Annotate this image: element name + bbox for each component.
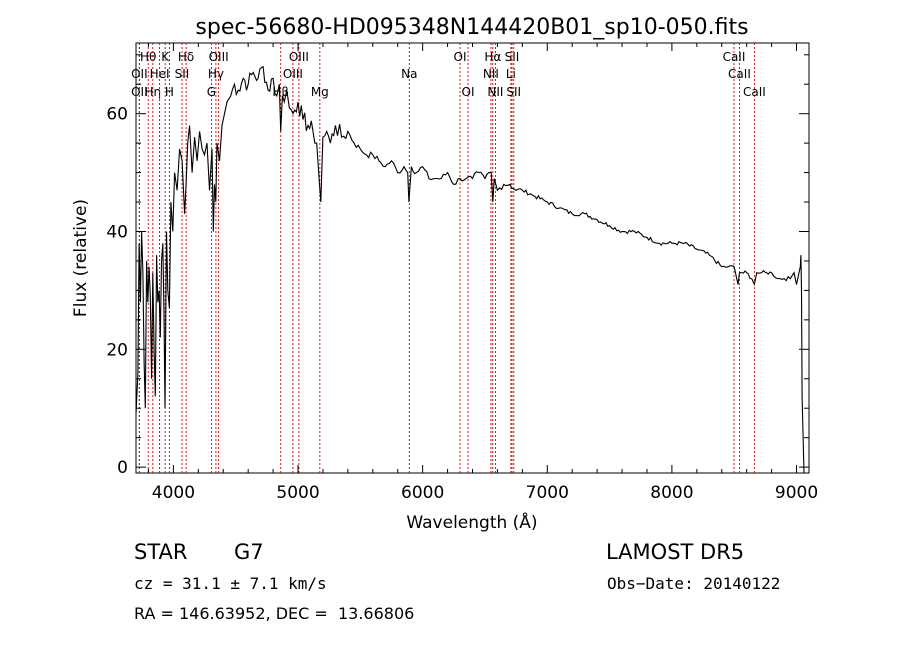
line-marker-label: Hγ bbox=[208, 67, 224, 81]
object-type: STAR bbox=[134, 540, 188, 564]
x-tick-label: 8000 bbox=[650, 483, 693, 503]
line-marker-label: SII bbox=[506, 85, 521, 99]
x-tick-label: 5000 bbox=[276, 483, 319, 503]
x-axis-label: Wavelength (Å) bbox=[406, 511, 537, 533]
observation-date: Obs−Date: 20140122 bbox=[607, 574, 781, 593]
line-marker-label: CaII bbox=[723, 50, 746, 64]
y-tick-label: 0 bbox=[117, 458, 128, 478]
line-marker-label: Hδ bbox=[178, 50, 194, 64]
line-marker-label: OII bbox=[131, 85, 148, 99]
line-marker-label: NII bbox=[487, 85, 503, 99]
axis-ticks: 4000 5000 6000 7000 8000 9000 0 20 40 60 bbox=[106, 43, 818, 503]
spectrum-line bbox=[135, 65, 805, 474]
survey-name: LAMOST DR5 bbox=[606, 540, 745, 564]
line-marker-label: OI bbox=[454, 50, 467, 64]
line-marker-label: NII bbox=[483, 67, 499, 81]
line-marker-label: CaII bbox=[728, 67, 751, 81]
x-tick-label: 7000 bbox=[526, 483, 569, 503]
y-tick-label: 20 bbox=[106, 340, 128, 360]
line-marker-label: OI bbox=[462, 85, 475, 99]
line-marker-label: SII bbox=[505, 50, 520, 64]
plot-frame bbox=[135, 42, 810, 474]
line-marker-label: Mg bbox=[311, 85, 329, 99]
spectral-subclass: G7 bbox=[234, 540, 264, 564]
chart-title: spec-56680-HD095348N144420B01_sp10-050.f… bbox=[195, 15, 748, 40]
redshift-velocity: cz = 31.1 ± 7.1 km/s bbox=[134, 574, 327, 593]
y-tick-label: 60 bbox=[106, 105, 128, 125]
line-marker-label: SII bbox=[175, 67, 190, 81]
line-marker-label: CaII bbox=[743, 85, 766, 99]
line-marker-label: H bbox=[165, 85, 174, 99]
x-tick-label: 9000 bbox=[775, 483, 818, 503]
emission-line-markers: OIIHθOIIHηHeIKHSIIHδGHγOIIIHβOIIIOIIIMgN… bbox=[131, 43, 766, 473]
x-tick-label: 6000 bbox=[401, 483, 444, 503]
line-marker-label: OIII bbox=[209, 50, 229, 64]
line-marker-label: G bbox=[207, 85, 216, 99]
line-marker-label: OIII bbox=[289, 50, 309, 64]
line-marker-label: K bbox=[161, 50, 170, 64]
line-marker-label: OII bbox=[131, 67, 148, 81]
line-marker-label: Hα bbox=[484, 50, 501, 64]
line-marker-label: Hθ bbox=[140, 50, 156, 64]
line-marker-label: Na bbox=[401, 67, 417, 81]
line-marker-label: OIII bbox=[283, 67, 303, 81]
y-axis-label: Flux (relative) bbox=[71, 199, 91, 317]
y-tick-label: 40 bbox=[106, 222, 128, 242]
line-marker-label: HeI bbox=[150, 67, 170, 81]
line-marker-label: Li bbox=[506, 67, 516, 81]
line-marker-label: Hη bbox=[145, 85, 162, 99]
coordinates: RA = 146.63952, DEC = 13.66806 bbox=[134, 604, 415, 623]
x-tick-label: 4000 bbox=[152, 483, 195, 503]
